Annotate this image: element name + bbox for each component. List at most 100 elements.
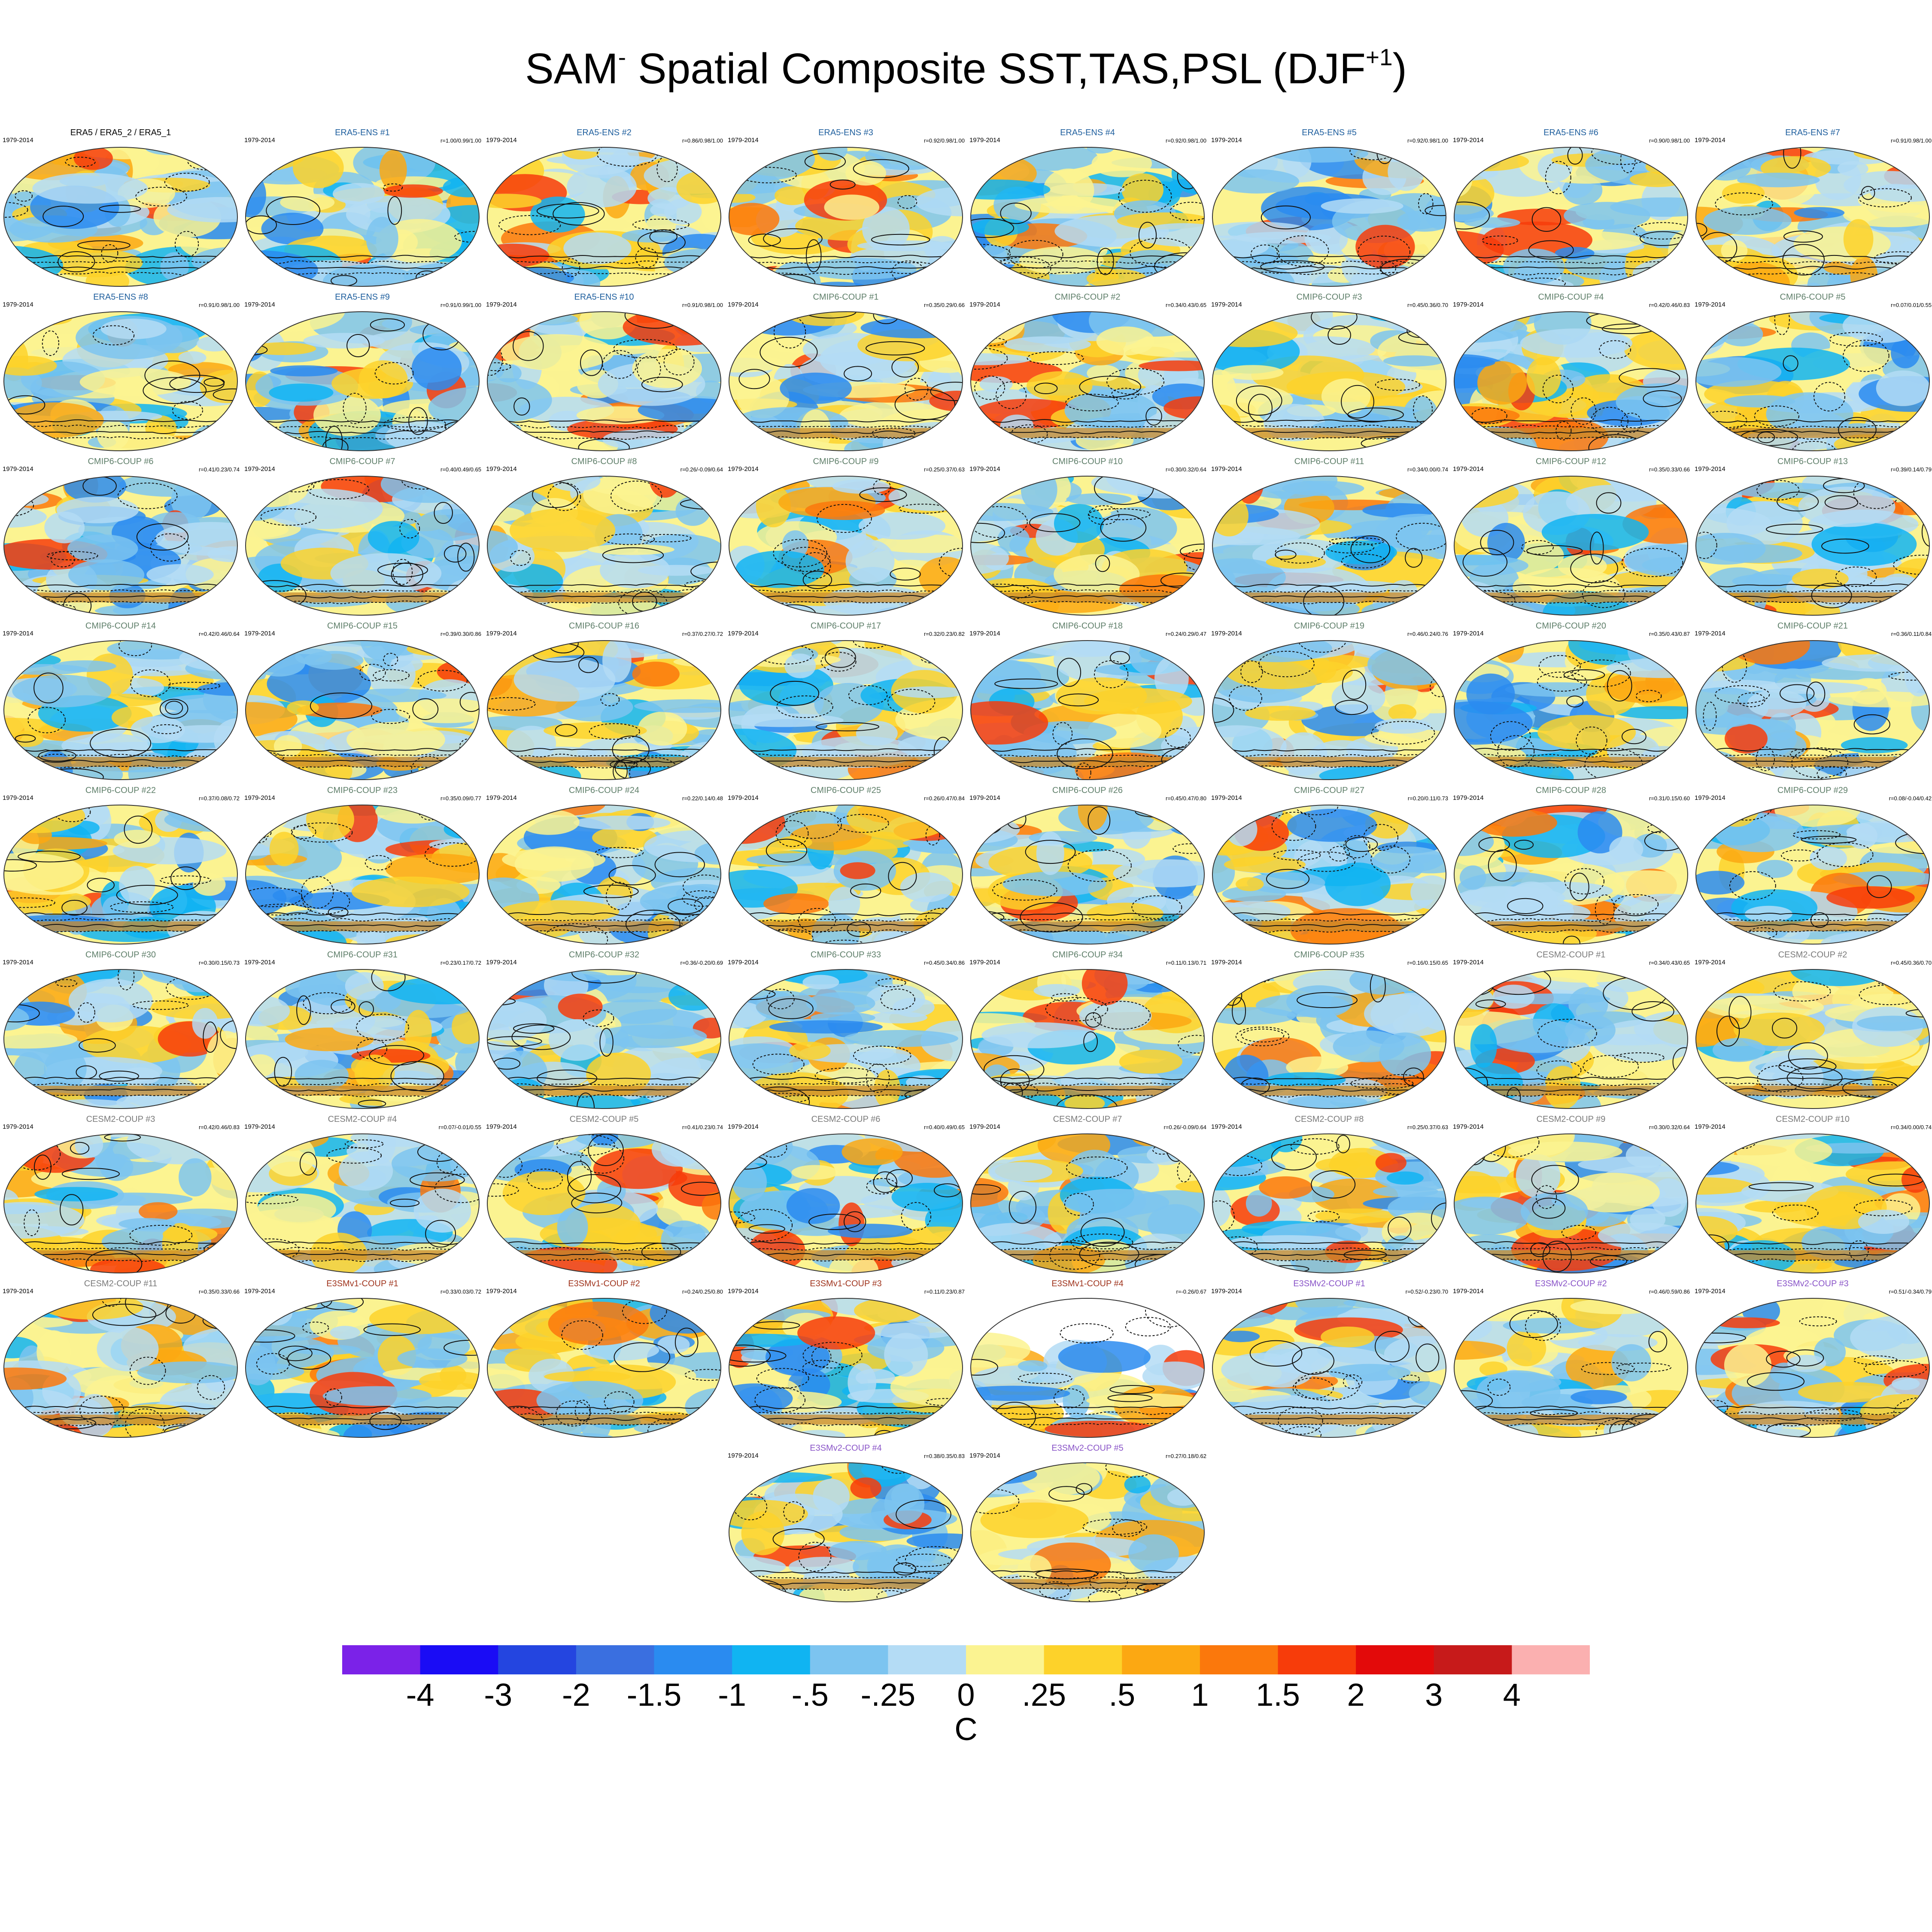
psl-contour xyxy=(567,1161,592,1192)
zonal-contour xyxy=(4,1082,237,1086)
map-panel: CESM2-COUP #4 1979-2014 r=0.07/-0.01/0.55 xyxy=(242,1111,483,1275)
psl-contour xyxy=(510,550,531,566)
panel-period: 1979-2014 xyxy=(244,1123,275,1130)
psl-contour xyxy=(1889,147,1929,171)
anomaly-blob xyxy=(1212,222,1309,240)
psl-contour xyxy=(1215,933,1259,944)
anomaly-blob xyxy=(404,1010,432,1054)
psl-contour xyxy=(1619,368,1680,388)
anomaly-blob xyxy=(379,150,407,190)
psl-contour xyxy=(1388,1216,1412,1241)
map-panel: CMIP6-COUP #31 1979-2014 r=0.23/0.17/0.72 xyxy=(242,947,483,1111)
anomaly-blob xyxy=(828,1252,879,1273)
psl-contour xyxy=(996,381,1027,409)
anomaly-blob xyxy=(1282,481,1364,496)
map-border xyxy=(729,1133,963,1273)
anomaly-blob xyxy=(1454,271,1499,286)
psl-contour xyxy=(270,147,285,159)
psl-contour xyxy=(1471,407,1507,424)
psl-contour xyxy=(702,1298,721,1314)
panel-correlation: r=0.26/0.47/0.84 xyxy=(923,795,965,802)
psl-contour xyxy=(1756,746,1775,771)
psl-contour xyxy=(1888,671,1929,681)
psl-contour xyxy=(866,1178,898,1195)
panel-correlation: r=0.40/0.49/0.65 xyxy=(923,1124,965,1130)
psl-contour xyxy=(358,1001,374,1017)
map-border xyxy=(970,476,1205,616)
psl-contour xyxy=(1835,566,1877,587)
robinson-map xyxy=(245,147,480,287)
psl-contour xyxy=(1328,846,1350,862)
psl-contour xyxy=(1336,1135,1350,1154)
psl-contour xyxy=(600,693,620,707)
anomaly-blob xyxy=(817,147,848,161)
zonal-contour xyxy=(729,1412,963,1415)
southern-ocean-band xyxy=(246,592,479,602)
anomaly-blob xyxy=(1287,808,1377,842)
panel-correlation: r=0.91/0.98/1.00 xyxy=(682,302,723,308)
psl-contour xyxy=(1311,1170,1356,1199)
psl-contour xyxy=(63,592,92,615)
anomaly-blob xyxy=(1761,732,1807,761)
anomaly-blob xyxy=(789,1042,831,1060)
psl-contour xyxy=(1055,1094,1118,1109)
psl-contour xyxy=(164,1425,213,1437)
anomaly-blob xyxy=(1710,544,1802,563)
psl-contour xyxy=(920,1298,938,1314)
panel-period: 1979-2014 xyxy=(1695,1123,1725,1130)
panel-title: ERA5-ENS #6 xyxy=(1543,128,1598,137)
anomaly-blob xyxy=(1245,706,1316,721)
anomaly-blob xyxy=(487,433,530,451)
psl-contour xyxy=(1806,681,1826,707)
panel-title: CMIP6-COUP #22 xyxy=(85,786,156,795)
zonal-contour xyxy=(729,589,963,593)
southern-ocean-band xyxy=(971,428,1204,438)
psl-contour xyxy=(1276,235,1329,267)
psl-contour xyxy=(844,1211,866,1232)
psl-contour xyxy=(752,1054,805,1075)
panel-title: CMIP6-COUP #11 xyxy=(1294,457,1364,466)
psl-contour xyxy=(1696,272,1730,286)
panel-title: ERA5-ENS #3 xyxy=(818,128,873,137)
anomaly-blob xyxy=(780,372,852,404)
panel-period: 1979-2014 xyxy=(1695,794,1725,802)
anomaly-blob xyxy=(784,653,816,678)
anomaly-blob xyxy=(894,686,963,698)
panel-period: 1979-2014 xyxy=(969,301,1000,308)
map-border xyxy=(1212,969,1446,1109)
psl-contour xyxy=(124,815,153,844)
anomaly-blob xyxy=(1810,847,1847,870)
map-border xyxy=(729,476,963,616)
psl-contour xyxy=(1702,1134,1753,1145)
psl-contour xyxy=(1555,421,1572,440)
panel-title: CESM2-COUP #1 xyxy=(1536,950,1606,960)
panel-period: 1979-2014 xyxy=(486,630,517,637)
psl-contour xyxy=(246,1194,298,1204)
map-border xyxy=(487,805,721,945)
psl-contour xyxy=(1000,203,1032,224)
psl-contour xyxy=(61,1168,120,1180)
anomaly-blob xyxy=(775,186,810,205)
anomaly-blob xyxy=(832,479,890,494)
psl-contour xyxy=(1782,244,1825,276)
zonal-contour xyxy=(729,425,963,428)
anomaly-blob xyxy=(765,1339,830,1376)
psl-contour xyxy=(301,876,334,909)
anomaly-blob xyxy=(1373,846,1445,873)
panel-period: 1979-2014 xyxy=(3,959,33,966)
map-border xyxy=(245,147,480,287)
panel-title: CMIP6-COUP #31 xyxy=(327,950,398,960)
zonal-contour xyxy=(1212,589,1446,593)
anomaly-blob xyxy=(1321,378,1371,414)
psl-contour xyxy=(606,881,632,910)
anomaly-blob xyxy=(1325,540,1397,565)
panel-correlation: r=0.26/-0.09/0.64 xyxy=(1163,1124,1206,1130)
map-panel: CMIP6-COUP #21 1979-2014 r=0.36/0.11/0.84 xyxy=(1692,618,1932,782)
anomaly-blob xyxy=(34,1187,118,1202)
map-panel: CMIP6-COUP #11 1979-2014 r=0.34/0.00/0.74 xyxy=(1209,453,1450,617)
robinson-map xyxy=(1212,640,1446,780)
anomaly-blob xyxy=(729,476,779,491)
panel-title: CMIP6-COUP #29 xyxy=(1777,786,1848,795)
psl-contour xyxy=(1173,843,1204,854)
robinson-map xyxy=(970,147,1205,287)
